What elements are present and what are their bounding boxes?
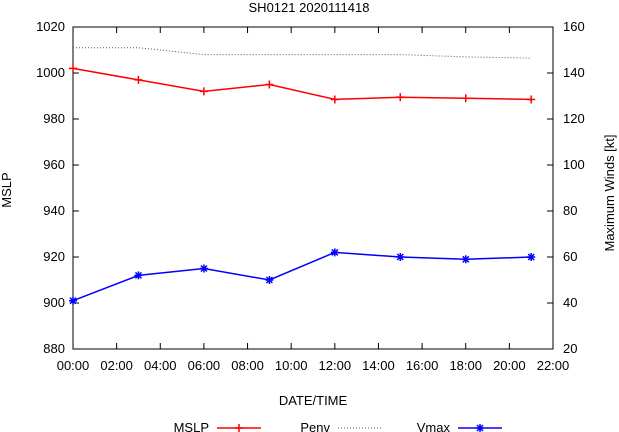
axes: 00:00 02:00 04:00 06:00 08:00 10:00 12:00 14:00… — [36, 19, 585, 373]
x-tick-label: 20:00 — [493, 358, 526, 373]
series-layer — [69, 47, 536, 305]
x-tick-label: 02:00 — [100, 358, 133, 373]
vmax-point — [134, 271, 143, 280]
legend-label-penv: Penv — [300, 420, 330, 432]
vmax-point — [69, 296, 77, 305]
plot-frame — [72, 26, 554, 350]
y-right-tick-label: 100 — [563, 157, 585, 172]
y-right-tick-label: 60 — [563, 249, 577, 264]
mslp-point — [265, 80, 274, 89]
y-left-tick-label: 980 — [43, 111, 65, 126]
x-tick-label: 22:00 — [537, 358, 570, 373]
x-tick-label: 12:00 — [319, 358, 352, 373]
x-tick-label: 18:00 — [449, 358, 482, 373]
mslp-point — [199, 87, 208, 96]
x-tick-label: 00:00 — [57, 358, 90, 373]
mslp-point — [134, 75, 143, 84]
vmax-point — [527, 253, 536, 261]
chart-title: SH0121 2020111418 — [249, 0, 370, 15]
y-left-tick-label: 960 — [43, 157, 65, 172]
mslp-point — [527, 95, 536, 104]
y-right-tick-label: 120 — [563, 111, 585, 126]
y-left-tick-label: 900 — [43, 295, 65, 310]
x-tick-label: 10:00 — [275, 358, 308, 373]
penv-line — [73, 47, 532, 59]
y-left-tick-label: 1000 — [36, 65, 65, 80]
legend-label-mslp: MSLP — [174, 420, 209, 432]
x-tick-label: 06:00 — [188, 358, 221, 373]
series-penv — [73, 47, 532, 59]
vmax-point — [396, 253, 405, 261]
x-axis-label: DATE/TIME — [279, 393, 348, 408]
mslp-point — [461, 94, 470, 103]
y-left-tick-label: 880 — [43, 341, 65, 356]
vmax-point — [330, 248, 339, 257]
mslp-line — [72, 67, 532, 101]
x-tick-label: 16:00 — [406, 358, 439, 373]
y-right-tick-label: 20 — [563, 341, 577, 356]
vmax-point — [199, 264, 208, 273]
vmax-point — [265, 276, 274, 284]
y-right-tick-label: 80 — [563, 203, 577, 218]
mslp-point — [396, 93, 405, 102]
mslp-point — [330, 95, 339, 104]
y-axis-label-right: Maximum Winds [kt] — [602, 134, 617, 251]
y-right-tick-label: 160 — [563, 19, 585, 34]
y-left-tick-label: 920 — [43, 249, 65, 264]
y-left-tick-label: 1020 — [36, 19, 65, 34]
vmax-line — [72, 251, 532, 302]
legend: MSLP Penv Vmax — [174, 420, 502, 432]
mslp-point — [69, 64, 77, 73]
legend-marker-vmax — [476, 424, 484, 432]
x-tick-label: 14:00 — [362, 358, 395, 373]
y-right-tick-label: 140 — [563, 65, 585, 80]
legend-label-vmax: Vmax — [417, 420, 451, 432]
vmax-point — [461, 255, 470, 264]
series-vmax — [69, 248, 536, 305]
y-right-tick-label: 40 — [563, 295, 577, 310]
series-mslp — [69, 64, 536, 104]
x-tick-label: 08:00 — [231, 358, 264, 373]
y-axis-label-left: MSLP — [0, 172, 14, 207]
x-tick-label: 04:00 — [144, 358, 177, 373]
legend-marker-mslp — [235, 424, 243, 432]
y-left-tick-label: 940 — [43, 203, 65, 218]
